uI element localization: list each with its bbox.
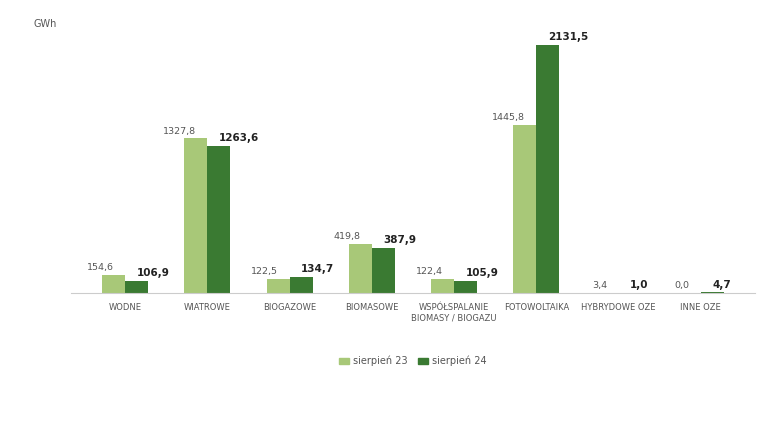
Text: 134,7: 134,7 xyxy=(301,264,334,275)
Bar xyxy=(454,281,477,293)
Bar xyxy=(125,281,148,293)
Text: GWh: GWh xyxy=(33,19,57,29)
Bar xyxy=(266,279,290,293)
Bar xyxy=(514,125,537,293)
Text: 1263,6: 1263,6 xyxy=(219,133,259,143)
Text: 419,8: 419,8 xyxy=(333,232,360,241)
Text: 0,0: 0,0 xyxy=(675,281,689,290)
Text: 122,5: 122,5 xyxy=(251,267,278,276)
Text: 154,6: 154,6 xyxy=(86,263,113,272)
Bar xyxy=(431,279,454,293)
Bar xyxy=(207,146,230,293)
Text: 1327,8: 1327,8 xyxy=(162,127,196,136)
Text: 2131,5: 2131,5 xyxy=(548,32,588,42)
Text: 106,9: 106,9 xyxy=(136,268,169,278)
Bar xyxy=(290,277,313,293)
Bar xyxy=(184,139,207,293)
Bar xyxy=(349,244,372,293)
Text: 122,4: 122,4 xyxy=(416,267,443,276)
Text: 387,9: 387,9 xyxy=(383,235,417,245)
Bar xyxy=(537,45,559,293)
Text: 1,0: 1,0 xyxy=(630,280,648,290)
Text: 4,7: 4,7 xyxy=(712,279,731,290)
Bar xyxy=(372,248,395,293)
Text: 3,4: 3,4 xyxy=(592,281,607,290)
Bar xyxy=(102,275,125,293)
Legend: sierpień 23, sierpień 24: sierpień 23, sierpień 24 xyxy=(335,352,491,370)
Text: 1445,8: 1445,8 xyxy=(492,113,525,122)
Text: 105,9: 105,9 xyxy=(466,268,498,278)
